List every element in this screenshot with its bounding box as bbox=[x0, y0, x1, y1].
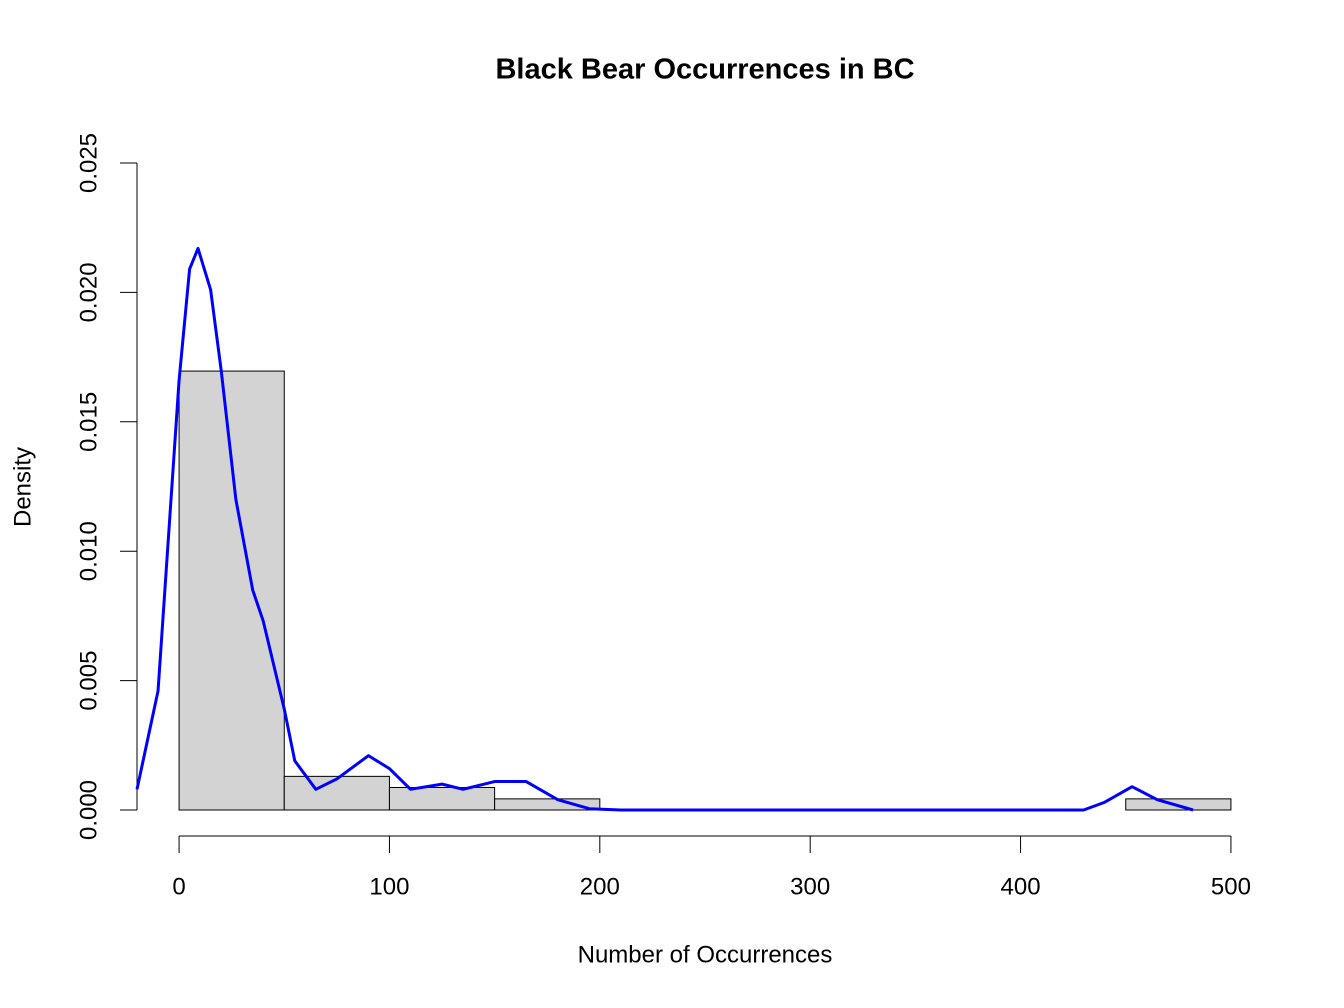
x-tick-label: 0 bbox=[172, 873, 185, 900]
x-tick-label: 400 bbox=[1001, 873, 1041, 900]
y-tick-label: 0.015 bbox=[75, 392, 102, 452]
y-axis-label: Density bbox=[9, 447, 36, 527]
y-tick-label: 0.025 bbox=[75, 133, 102, 193]
density-line bbox=[135, 246, 1194, 812]
bar bbox=[178, 370, 285, 811]
y-tick-label: 0.010 bbox=[75, 521, 102, 581]
y-tick-label: 0.000 bbox=[75, 780, 102, 840]
bar bbox=[494, 798, 601, 811]
y-tick-label: 0.020 bbox=[75, 262, 102, 322]
bar bbox=[388, 786, 496, 811]
chart-title: Black Bear Occurrences in BC bbox=[495, 54, 914, 86]
x-tick-label: 300 bbox=[790, 873, 830, 900]
bar bbox=[283, 775, 390, 811]
x-axis-label: Number of Occurrences bbox=[578, 941, 833, 968]
x-tick-label: 100 bbox=[369, 873, 409, 900]
y-tick-label: 0.005 bbox=[75, 651, 102, 711]
x-tick-label: 500 bbox=[1211, 873, 1251, 900]
x-tick-label: 200 bbox=[580, 873, 620, 900]
